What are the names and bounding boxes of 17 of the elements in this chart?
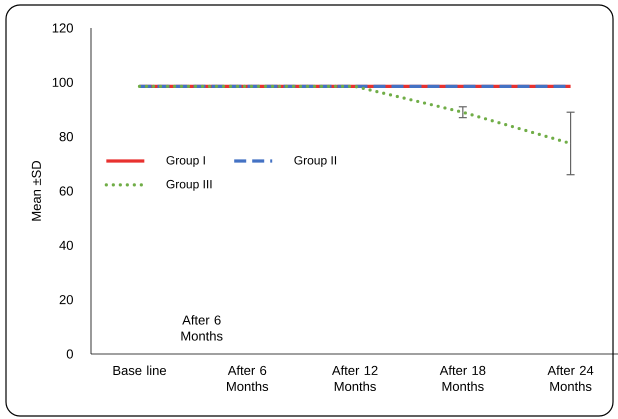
y-tick-label: 80 [60,132,73,142]
legend-label: Group I [166,156,205,167]
x-tick-label: Base line [113,366,166,376]
legend-label: Group II [294,156,336,167]
legend-label: Group III [166,180,212,191]
x-tick-label: After 18 Months [440,366,486,392]
y-tick-label: 0 [66,349,73,359]
y-tick-label: 40 [59,240,73,250]
x-tick-label: After 6 Months [227,366,268,392]
y-tick-label: 120 [52,23,73,33]
annotation: After 6 Months [181,315,223,341]
x-tick-label: After 12 Months [332,366,378,392]
y-tick-label: 60 [60,186,73,196]
y-tick-label: 20 [60,295,73,304]
x-tick-label: After 24 Months [547,366,594,392]
y-axis-title: Mean ±SD [32,160,41,221]
y-tick-label: 100 [52,78,73,87]
